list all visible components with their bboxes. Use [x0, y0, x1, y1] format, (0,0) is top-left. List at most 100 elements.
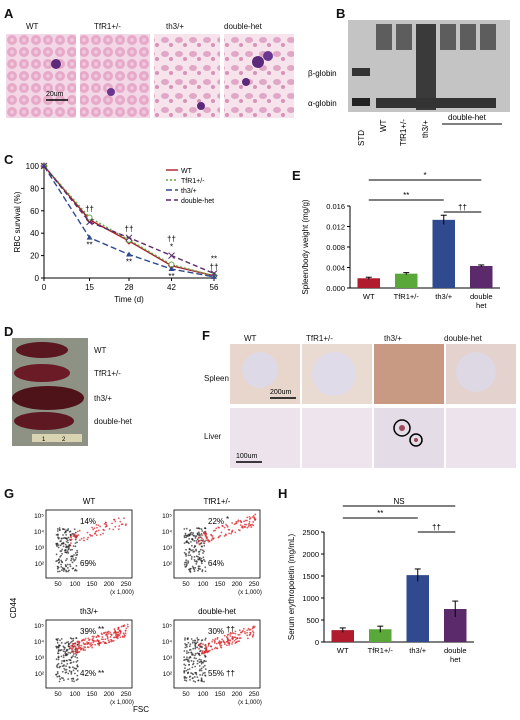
g-dot-red	[103, 632, 106, 635]
spleen-weight-chart: 0.000 0.004 0.008 0.012 0.016 Spleen/body wei…	[301, 172, 500, 310]
g-dot-gray	[69, 565, 72, 568]
g-dot-red	[106, 637, 109, 640]
c-point	[210, 270, 218, 277]
g-dot-red	[248, 518, 251, 520]
g-dot-gray	[188, 537, 191, 540]
g-dot-gray	[189, 568, 191, 570]
g-dot-gray	[74, 538, 77, 541]
g-dot-gray	[67, 678, 70, 680]
c-annotation: ††	[125, 225, 134, 234]
g-ytick-label: 10⁵	[162, 513, 172, 520]
g-dot-red	[73, 533, 76, 535]
g-dot-red	[211, 640, 213, 643]
g-dot-gray	[185, 669, 188, 672]
g-dot-red	[231, 522, 234, 524]
g-dot-red	[211, 537, 214, 540]
g-dot-red	[69, 538, 71, 541]
g-dot-gray	[194, 665, 197, 668]
g-dot-gray	[193, 570, 196, 572]
g-dot-gray	[66, 659, 68, 662]
g-dot-gray	[199, 674, 201, 676]
c-annotation: ††	[85, 205, 94, 214]
g-dot-red	[244, 523, 246, 526]
g-dot-gray	[190, 651, 193, 654]
g-dot-gray	[76, 659, 79, 662]
g-dot-gray	[65, 641, 68, 644]
g-dot-gray	[190, 672, 192, 674]
g-dot-red	[83, 539, 85, 542]
g-dot-gray	[197, 679, 200, 682]
g-dot-gray	[72, 655, 74, 657]
g-dot-gray	[198, 553, 201, 556]
g-dot-red	[89, 533, 91, 536]
g-dot-gray	[190, 544, 193, 547]
g-dot-red	[91, 643, 94, 646]
g-dot-red	[198, 536, 201, 539]
g-plot-title: WT	[83, 497, 96, 506]
g-dot-gray	[67, 672, 70, 675]
g-dot-red	[208, 540, 211, 543]
g-dot-red	[105, 525, 108, 527]
g-dot-red	[99, 533, 102, 536]
g-dot-gray	[57, 650, 60, 653]
g-dot-gray	[194, 644, 197, 647]
g-dot-gray	[56, 530, 59, 532]
g-dot-red	[88, 638, 91, 641]
flow-cytometry-plots: WT 14% 69% 10⁵ 10⁴ 10³ 10² 50 100 150 200 250 (x 1,0…	[9, 497, 262, 714]
g-ylabel: CD44	[9, 597, 18, 618]
g-dot-red	[74, 652, 77, 655]
g-dot-gray	[184, 664, 187, 667]
scale-bar-a: 20um	[46, 91, 64, 98]
e-ytick-label: 0.012	[326, 223, 345, 232]
g-dot-gray	[66, 563, 69, 566]
panel-label-b: B	[336, 6, 346, 21]
g-dot-gray	[196, 676, 199, 679]
g-dot-red	[202, 538, 205, 541]
g-dot-gray	[187, 637, 189, 640]
g-dot-red	[235, 638, 237, 641]
h-sig-label: NS	[393, 497, 404, 506]
g-dot-gray	[189, 656, 192, 659]
g-dot-gray	[62, 656, 65, 659]
g-dot-gray	[57, 533, 59, 536]
g-dot-red	[124, 630, 127, 632]
g-dot-red	[242, 629, 244, 632]
g-dot-gray	[184, 667, 186, 669]
g-dot-gray	[56, 652, 59, 655]
g-dot-red	[122, 625, 125, 627]
g-dot-red	[120, 625, 123, 628]
g-dot-gray	[69, 652, 72, 654]
g-dot-gray	[203, 671, 206, 674]
g-dot-red	[118, 525, 121, 527]
h-category-label: TfR1+/-	[368, 646, 394, 655]
g-dot-gray	[198, 661, 201, 664]
g-dot-gray	[58, 666, 61, 669]
g-dot-red	[102, 638, 105, 641]
g-dot-gray	[59, 678, 62, 680]
g-dot-gray	[62, 654, 65, 657]
g-dot-red	[225, 636, 228, 638]
smear-wt	[6, 34, 76, 118]
c-point	[86, 214, 93, 221]
g-dot-red	[209, 649, 211, 652]
panel-f-col-dh: double-het	[444, 334, 482, 343]
g-dot-red	[114, 520, 117, 523]
e-ytick-label: 0.016	[326, 202, 345, 211]
blood-smear-images: 20um	[6, 34, 294, 118]
g-dot-gray	[76, 678, 79, 681]
g-dot-gray	[197, 531, 200, 534]
g-dot-gray	[186, 563, 188, 565]
g-dot-red	[69, 646, 71, 649]
g-dot-gray	[203, 660, 206, 663]
g-dot-gray	[196, 652, 199, 655]
g-dot-red	[117, 634, 119, 637]
h-ytick-label: 1000	[302, 594, 319, 603]
g-dot-gray	[69, 549, 72, 551]
g-dot-red	[87, 641, 90, 644]
g-dot-red	[118, 634, 121, 637]
g-dot-gray	[188, 551, 191, 553]
g-dot-red	[229, 635, 232, 637]
g-dot-gray	[62, 545, 65, 548]
g-dot-red	[254, 519, 257, 521]
